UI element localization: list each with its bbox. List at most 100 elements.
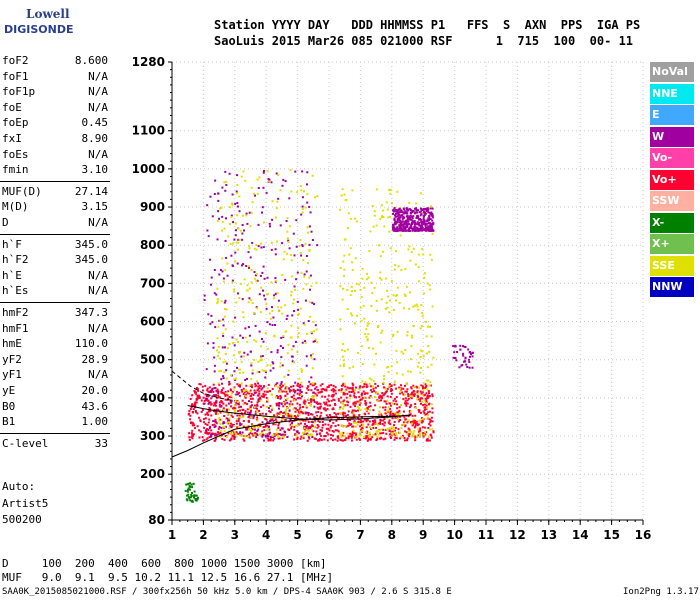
echo-dot (286, 406, 289, 409)
echo-dot (308, 434, 311, 437)
echo-dot (230, 414, 233, 417)
y-tick-label: 900 (140, 200, 165, 214)
trace-o-trace (171, 414, 411, 458)
echo-dot (411, 215, 414, 218)
echo-dot (355, 433, 358, 436)
echo-dot (396, 190, 399, 193)
param-value: N/A (88, 268, 108, 282)
echo-dot (391, 430, 394, 433)
echo-dot (275, 207, 278, 209)
echo-dot (368, 377, 371, 380)
echo-dot (228, 172, 231, 175)
echo-dot (339, 285, 342, 288)
echo-dot (326, 386, 329, 389)
echo-dot (307, 414, 310, 416)
echo-dot (366, 407, 369, 410)
echo-dot (209, 390, 212, 393)
echo-dot (403, 293, 406, 296)
echo-dot (399, 209, 402, 212)
echo-dot (299, 437, 302, 440)
echo-dot (247, 251, 250, 254)
echo-dot (266, 364, 269, 367)
echo-dot (351, 411, 354, 414)
echo-dot (404, 227, 407, 230)
echo-dot (343, 363, 346, 366)
echo-dot (347, 435, 350, 438)
echo-dot (419, 192, 422, 195)
echo-dot (365, 335, 368, 338)
echo-dot (352, 432, 355, 435)
echo-dot (347, 227, 349, 230)
echo-dot (389, 395, 392, 398)
echo-dot (282, 178, 285, 181)
echo-dot (198, 416, 201, 419)
echo-dot (222, 377, 225, 380)
echo-dot (339, 266, 342, 269)
echo-dot (219, 319, 222, 322)
echo-dot (411, 414, 414, 417)
echo-dot (314, 340, 316, 343)
echo-dot (334, 425, 337, 427)
echo-dot (212, 342, 215, 345)
echo-dot (294, 433, 297, 436)
echo-dot (348, 366, 351, 369)
echo-dot (309, 404, 312, 407)
echo-dot (358, 408, 361, 410)
echo-dot (222, 375, 225, 378)
echo-dot (306, 183, 308, 186)
echo-dot (408, 202, 411, 204)
echo-dot (325, 401, 328, 404)
echo-dot (358, 386, 361, 389)
echo-dot (429, 381, 432, 384)
echo-dot (290, 427, 292, 430)
echo-dot (256, 371, 259, 374)
echo-dot (264, 371, 267, 374)
echo-dot (276, 428, 278, 431)
echo-dot (382, 438, 385, 441)
echo-dot (367, 423, 370, 426)
echo-dot (392, 225, 395, 228)
echo-dot (271, 324, 274, 326)
echo-dot (291, 403, 294, 406)
echo-dot (409, 291, 411, 294)
echo-dot (235, 419, 238, 422)
echo-dot (365, 420, 368, 423)
echo-dot (266, 276, 269, 279)
echo-dot (223, 371, 226, 374)
echo-dot (237, 205, 239, 208)
echo-dot (373, 419, 376, 422)
echo-dot (341, 434, 344, 437)
echo-dot (337, 397, 340, 400)
echo-dot (426, 413, 428, 416)
echo-dot (248, 392, 251, 395)
echo-dot (317, 407, 320, 410)
echo-dot (305, 355, 308, 358)
echo-dot (332, 421, 335, 424)
echo-dot (222, 280, 225, 283)
echo-dot (233, 406, 236, 409)
echo-dot (277, 437, 280, 440)
echo-dot (214, 437, 217, 440)
param-value: N/A (88, 368, 108, 382)
echo-dot (278, 433, 281, 436)
echo-dot (213, 269, 216, 271)
echo-dot (280, 403, 283, 405)
echo-dot (274, 292, 277, 295)
echo-dot (404, 384, 406, 387)
echo-dot (423, 382, 426, 385)
echo-dot (429, 421, 432, 424)
param-separator (0, 432, 110, 434)
echo-dot (258, 409, 261, 412)
echo-dot (313, 383, 315, 386)
echo-dot (398, 412, 401, 415)
echo-dot (209, 408, 211, 411)
echo-dot (411, 391, 414, 394)
echo-dot (313, 399, 315, 402)
echo-dot (361, 380, 364, 383)
echo-dot (402, 387, 405, 390)
echo-dot (282, 435, 285, 438)
echo-dot (252, 394, 255, 396)
echo-dot (384, 437, 387, 440)
echo-dot (383, 375, 386, 377)
echo-dot (301, 245, 304, 248)
